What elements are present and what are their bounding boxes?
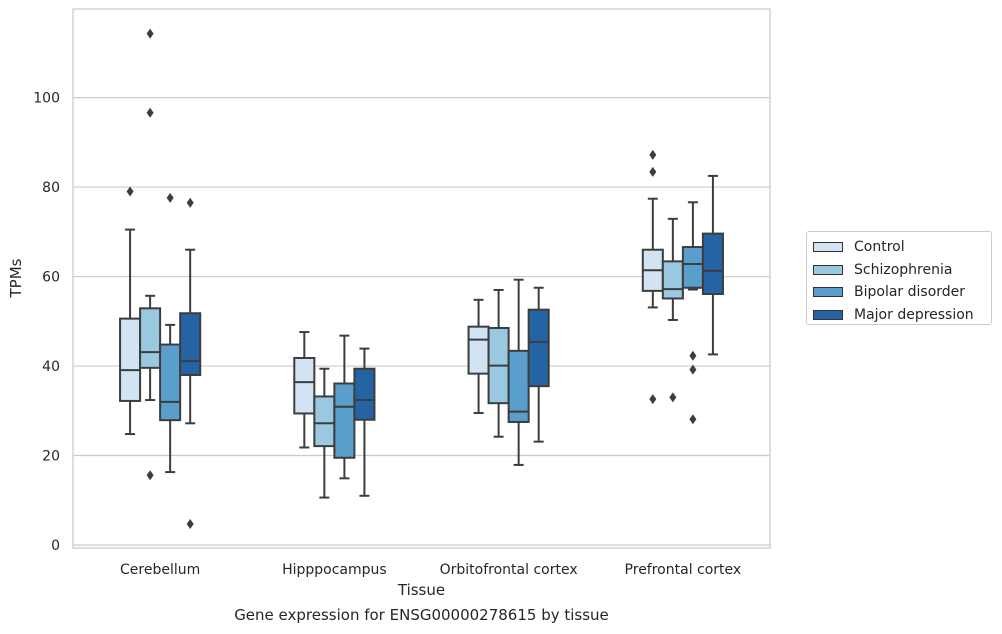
x-tick-label: Orbitofrontal cortex (440, 562, 578, 578)
box-control (467, 298, 490, 415)
box-major-depression (701, 174, 724, 356)
iqr-box (681, 246, 704, 289)
legend-label: Schizophrenia (854, 261, 953, 278)
outlier-point (146, 28, 154, 39)
outlier-point (689, 350, 697, 361)
y-tick-label: 0 (51, 538, 60, 554)
iqr-box (353, 367, 376, 421)
box-major-depression (353, 347, 376, 497)
plot-area-frame (72, 8, 771, 549)
outlier-point (126, 186, 134, 197)
y-tick-labels: 0 20 40 60 80 100 (33, 91, 60, 554)
y-tick-label: 40 (42, 359, 60, 375)
y-axis-label: TPMs (7, 258, 25, 298)
legend-label: Bipolar disorder (854, 284, 966, 301)
box-bipolar-disorder (507, 278, 530, 466)
outlier-point (186, 197, 194, 208)
y-tick-label: 80 (42, 180, 60, 196)
legend-swatch (813, 242, 843, 253)
x-tick-label: Hipppocampus (282, 562, 387, 578)
legend-swatch (813, 309, 843, 320)
legend-swatch (813, 264, 843, 275)
legend-swatch (813, 287, 843, 298)
boxes (119, 28, 724, 529)
x-tick-label: Prefrontal cortex (625, 562, 742, 578)
iqr-box (333, 382, 356, 459)
legend-label: Major depression (854, 306, 974, 323)
y-tick-label: 100 (33, 91, 60, 107)
legend-item: Bipolar disorder (813, 281, 991, 304)
iqr-box (293, 356, 316, 415)
x-axis-label: Tissue (397, 581, 445, 599)
iqr-box (467, 325, 490, 375)
box-bipolar-disorder (159, 192, 182, 474)
legend-item: Schizophrenia (813, 259, 991, 282)
outlier-point (649, 166, 657, 177)
box-major-depression (527, 286, 550, 443)
y-tick-label: 60 (42, 270, 60, 286)
iqr-box (313, 395, 336, 448)
iqr-box (527, 308, 550, 388)
box-bipolar-disorder (681, 201, 704, 425)
chart-caption: Gene expression for ENSG00000278615 by t… (234, 606, 609, 624)
legend-label: Control (854, 239, 905, 256)
outlier-point (669, 392, 677, 403)
box-schizophrenia (661, 217, 684, 403)
outlier-point (146, 470, 154, 481)
box-control (293, 331, 316, 449)
box-schizophrenia (139, 28, 162, 481)
box-schizophrenia (487, 288, 510, 438)
legend: Control Schizophrenia Bipolar disorder Majo… (806, 231, 992, 325)
iqr-box (119, 317, 142, 402)
box-control (119, 186, 142, 436)
iqr-box (179, 312, 202, 376)
x-tick-labels: Cerebellum Hipppocampus Orbitofrontal cort… (120, 562, 741, 578)
outlier-point (166, 192, 174, 203)
outlier-point (146, 107, 154, 118)
iqr-box (139, 307, 162, 369)
iqr-box (159, 343, 182, 422)
outlier-point (186, 518, 194, 529)
iqr-box (661, 260, 684, 300)
outlier-point (689, 414, 697, 425)
outlier-point (689, 364, 697, 375)
iqr-box (701, 232, 724, 296)
y-tick-label: 20 (42, 449, 60, 465)
legend-item: Major depression (813, 304, 991, 327)
outlier-point (649, 149, 657, 160)
outlier-point (649, 394, 657, 405)
x-tick-label: Cerebellum (120, 562, 200, 578)
legend-item: Control (813, 236, 991, 259)
box-major-depression (179, 197, 202, 529)
